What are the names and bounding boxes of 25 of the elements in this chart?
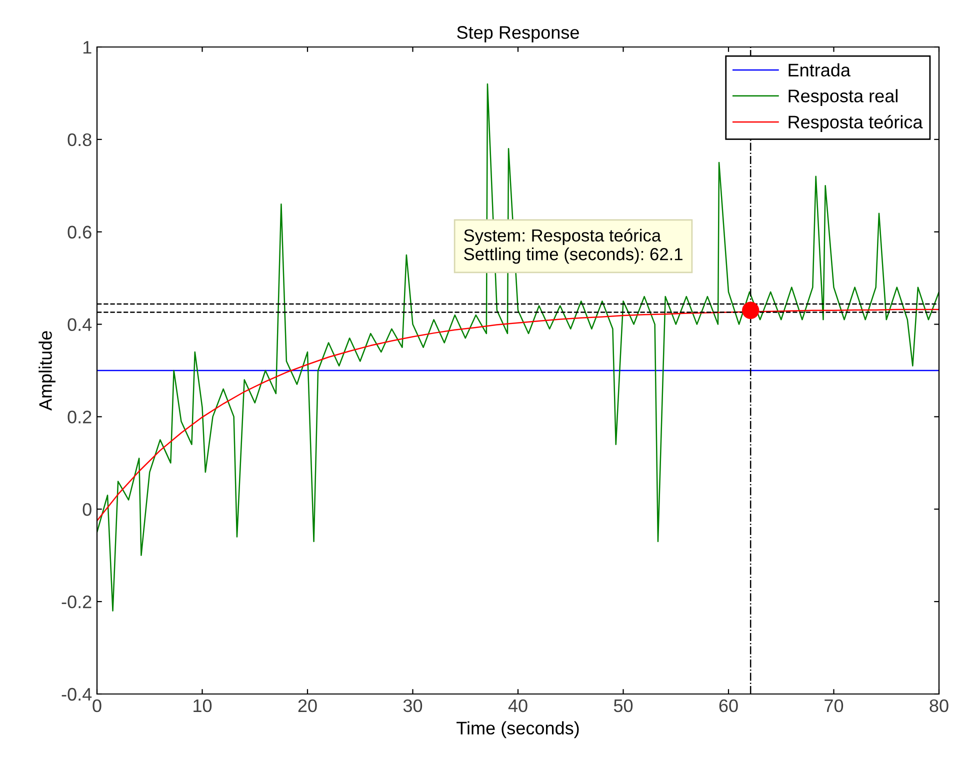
x-tick-label: 50 bbox=[614, 699, 633, 712]
x-tick-label: 20 bbox=[298, 699, 317, 712]
y-tick-label: 0.8 bbox=[68, 133, 92, 146]
x-tick-label: 60 bbox=[719, 699, 738, 712]
x-tick-label: 40 bbox=[508, 699, 528, 712]
legend-label: Entrada bbox=[788, 63, 851, 77]
y-tick-label: 0 bbox=[82, 503, 92, 516]
annotation: System: Resposta teórica Settling time (seconds): 62.1 bbox=[464, 228, 682, 264]
legend-label: Resposta teórica bbox=[788, 114, 923, 132]
y-tick-label: 0.6 bbox=[68, 226, 92, 239]
x-tick-label: 10 bbox=[194, 699, 212, 712]
legend-label: Resposta real bbox=[788, 89, 898, 106]
y-tick-label: -0.2 bbox=[62, 596, 92, 608]
x-axis-title: Time (seconds) bbox=[456, 721, 579, 738]
y-tick-label: 0.2 bbox=[68, 410, 92, 424]
y-tick-label: 1 bbox=[83, 41, 92, 54]
y-tick-label: -0.4 bbox=[62, 688, 92, 701]
x-tick-label: 70 bbox=[824, 699, 844, 712]
x-tick-label: 0 bbox=[92, 699, 102, 712]
chart-title: Step Response bbox=[457, 26, 579, 42]
x-tick-label: 80 bbox=[930, 699, 948, 712]
x-tick-label: 30 bbox=[403, 699, 422, 712]
y-tick-label: 0.4 bbox=[68, 318, 92, 332]
y-axis-title: Amplitude bbox=[38, 331, 56, 411]
line-series bbox=[97, 83, 939, 612]
